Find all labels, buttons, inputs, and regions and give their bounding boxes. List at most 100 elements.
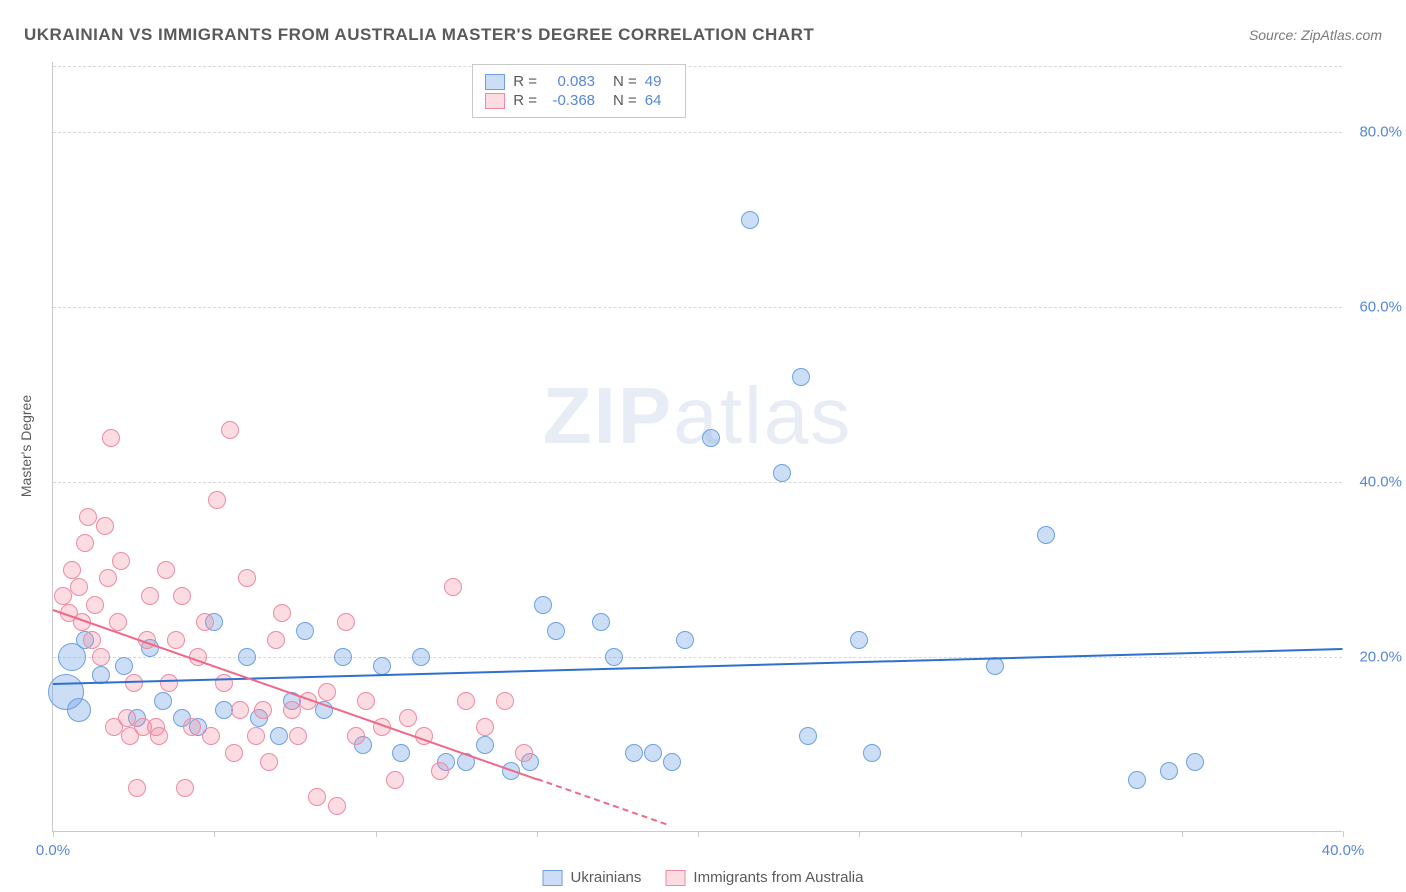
data-point-pink xyxy=(289,727,307,745)
data-point-pink xyxy=(515,744,533,762)
data-point-pink xyxy=(86,596,104,614)
data-point-pink xyxy=(96,517,114,535)
data-point-pink xyxy=(128,779,146,797)
chart-title: UKRAINIAN VS IMMIGRANTS FROM AUSTRALIA M… xyxy=(24,25,814,45)
data-point-blue xyxy=(625,744,643,762)
data-point-pink xyxy=(225,744,243,762)
data-point-pink xyxy=(183,718,201,736)
data-point-blue xyxy=(1160,762,1178,780)
data-point-pink xyxy=(318,683,336,701)
data-point-pink xyxy=(141,587,159,605)
data-point-pink xyxy=(150,727,168,745)
data-point-pink xyxy=(386,771,404,789)
y-tick-label: 20.0% xyxy=(1347,649,1402,666)
data-point-pink xyxy=(160,674,178,692)
swatch-blue xyxy=(543,870,563,886)
data-point-pink xyxy=(347,727,365,745)
data-point-blue xyxy=(1037,526,1055,544)
x-tick-mark xyxy=(53,831,54,837)
data-point-pink xyxy=(221,421,239,439)
data-point-blue xyxy=(1186,753,1204,771)
x-tick-mark xyxy=(537,831,538,837)
stats-row: R = 0.083 N = 49 xyxy=(485,73,673,90)
data-point-pink xyxy=(63,561,81,579)
data-point-pink xyxy=(167,631,185,649)
n-value: 49 xyxy=(645,73,673,90)
data-point-blue xyxy=(392,744,410,762)
x-tick-mark xyxy=(859,831,860,837)
data-point-blue xyxy=(67,698,91,722)
data-point-blue xyxy=(592,613,610,631)
legend-item-ukrainians: Ukrainians xyxy=(543,869,642,886)
x-tick-mark xyxy=(376,831,377,837)
data-point-pink xyxy=(76,534,94,552)
data-point-pink xyxy=(125,674,143,692)
data-point-pink xyxy=(196,613,214,631)
legend-label: Immigrants from Australia xyxy=(693,869,863,886)
data-point-pink xyxy=(283,701,301,719)
data-point-blue xyxy=(534,596,552,614)
data-point-pink xyxy=(112,552,130,570)
data-point-pink xyxy=(444,578,462,596)
data-point-pink xyxy=(399,709,417,727)
data-point-pink xyxy=(208,491,226,509)
data-point-blue xyxy=(850,631,868,649)
data-point-pink xyxy=(215,674,233,692)
stats-row: R =-0.368 N =64 xyxy=(485,92,673,109)
stats-legend: R = 0.083 N = 49R = -0.368 N = 64 xyxy=(472,64,686,118)
data-point-pink xyxy=(109,613,127,631)
data-point-pink xyxy=(231,701,249,719)
data-point-blue xyxy=(702,429,720,447)
data-point-pink xyxy=(99,569,117,587)
n-label: N = xyxy=(613,92,637,109)
data-point-blue xyxy=(238,648,256,666)
data-point-pink xyxy=(260,753,278,771)
x-tick-mark xyxy=(1343,831,1344,837)
data-point-blue xyxy=(154,692,172,710)
data-point-pink xyxy=(92,648,110,666)
x-tick-label: 0.0% xyxy=(36,842,70,859)
grid-line xyxy=(53,132,1342,133)
x-tick-mark xyxy=(1182,831,1183,837)
legend-item-australia: Immigrants from Australia xyxy=(665,869,863,886)
data-point-pink xyxy=(267,631,285,649)
y-tick-label: 60.0% xyxy=(1347,299,1402,316)
grid-line xyxy=(53,307,1342,308)
data-point-pink xyxy=(496,692,514,710)
n-label: N = xyxy=(613,73,637,90)
data-point-pink xyxy=(70,578,88,596)
data-point-pink xyxy=(176,779,194,797)
data-point-blue xyxy=(605,648,623,666)
swatch-blue-icon xyxy=(485,74,505,90)
y-tick-label: 80.0% xyxy=(1347,124,1402,141)
data-point-blue xyxy=(773,464,791,482)
r-value: 0.083 xyxy=(545,73,595,90)
data-point-pink xyxy=(247,727,265,745)
swatch-pink xyxy=(665,870,685,886)
legend-label: Ukrainians xyxy=(571,869,642,886)
data-point-blue xyxy=(644,744,662,762)
data-point-pink xyxy=(273,604,291,622)
r-label: R = xyxy=(513,73,537,90)
y-tick-label: 40.0% xyxy=(1347,474,1402,491)
trend-line xyxy=(536,778,666,825)
data-point-pink xyxy=(308,788,326,806)
data-point-pink xyxy=(431,762,449,780)
data-point-blue xyxy=(412,648,430,666)
data-point-pink xyxy=(457,692,475,710)
data-point-pink xyxy=(476,718,494,736)
data-point-blue xyxy=(373,657,391,675)
data-point-blue xyxy=(676,631,694,649)
n-value: 64 xyxy=(645,92,673,109)
data-point-pink xyxy=(173,587,191,605)
data-point-blue xyxy=(334,648,352,666)
x-tick-mark xyxy=(214,831,215,837)
data-point-blue xyxy=(741,211,759,229)
r-value: -0.368 xyxy=(545,92,595,109)
data-point-blue xyxy=(547,622,565,640)
data-point-blue xyxy=(115,657,133,675)
data-point-pink xyxy=(238,569,256,587)
data-point-pink xyxy=(254,701,272,719)
swatch-pink-icon xyxy=(485,93,505,109)
data-point-pink xyxy=(202,727,220,745)
